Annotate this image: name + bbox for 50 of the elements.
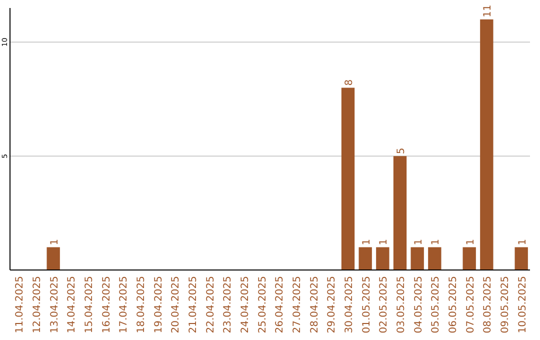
x-tick-label: 24.04.2025 bbox=[240, 276, 251, 334]
x-tick-label: 13.04.2025 bbox=[49, 276, 60, 334]
x-tick-label: 21.04.2025 bbox=[188, 276, 199, 334]
bar bbox=[393, 156, 407, 270]
x-tick-label: 12.04.2025 bbox=[32, 276, 43, 334]
x-tick-label: 01.05.2025 bbox=[361, 276, 372, 334]
data-label: 1 bbox=[49, 238, 60, 246]
data-label: 1 bbox=[465, 238, 476, 246]
bar bbox=[46, 247, 60, 270]
bar bbox=[514, 247, 528, 270]
x-tick-label: 19.04.2025 bbox=[153, 276, 164, 334]
x-tick-label: 08.05.2025 bbox=[482, 276, 494, 334]
x-tick-label: 14.04.2025 bbox=[66, 276, 78, 334]
x-tick-label: 10.05.2025 bbox=[517, 276, 528, 334]
x-tick-label: 02.05.2025 bbox=[378, 276, 390, 334]
data-label: 1 bbox=[361, 238, 372, 246]
x-tick-label: 25.04.2025 bbox=[257, 276, 268, 334]
bar bbox=[376, 247, 390, 270]
data-label: 5 bbox=[396, 148, 407, 154]
data-label: 1 bbox=[430, 238, 442, 246]
x-tick-label: 27.04.2025 bbox=[292, 276, 303, 334]
data-label: 1 bbox=[413, 238, 424, 246]
x-tick-label: 04.05.2025 bbox=[413, 276, 424, 334]
x-tick-label: 09.05.2025 bbox=[500, 276, 511, 334]
data-label: 1 bbox=[378, 238, 390, 246]
x-tick-label: 06.05.2025 bbox=[448, 276, 459, 334]
x-tick-label: 15.04.2025 bbox=[84, 276, 95, 334]
data-label: 8 bbox=[344, 79, 355, 86]
x-tick-label: 05.05.2025 bbox=[430, 276, 442, 334]
x-tick-label: 18.04.2025 bbox=[136, 276, 147, 334]
x-tick-label: 03.05.2025 bbox=[396, 276, 407, 334]
x-tick-label: 30.04.2025 bbox=[344, 276, 355, 334]
bar bbox=[341, 88, 355, 270]
x-tick-label: 17.04.2025 bbox=[118, 276, 130, 334]
bar bbox=[410, 247, 424, 270]
x-tick-label: 16.04.2025 bbox=[101, 276, 112, 334]
x-tick-label: 22.04.2025 bbox=[205, 276, 216, 334]
bar bbox=[462, 247, 476, 270]
x-tick-label: 28.04.2025 bbox=[309, 276, 320, 334]
x-tick-label: 11.04.2025 bbox=[14, 276, 26, 334]
bar bbox=[480, 19, 494, 270]
data-label: 1 bbox=[517, 238, 528, 246]
data-label: 11 bbox=[482, 4, 494, 18]
x-tick-label: 26.04.2025 bbox=[274, 276, 286, 334]
x-tick-label: 20.04.2025 bbox=[170, 276, 182, 334]
x-tick-label: 29.04.2025 bbox=[326, 276, 338, 334]
bar bbox=[358, 247, 372, 270]
x-tick-label: 23.04.2025 bbox=[222, 276, 234, 334]
x-tick-label: 07.05.2025 bbox=[465, 276, 476, 334]
bar bbox=[428, 247, 442, 270]
